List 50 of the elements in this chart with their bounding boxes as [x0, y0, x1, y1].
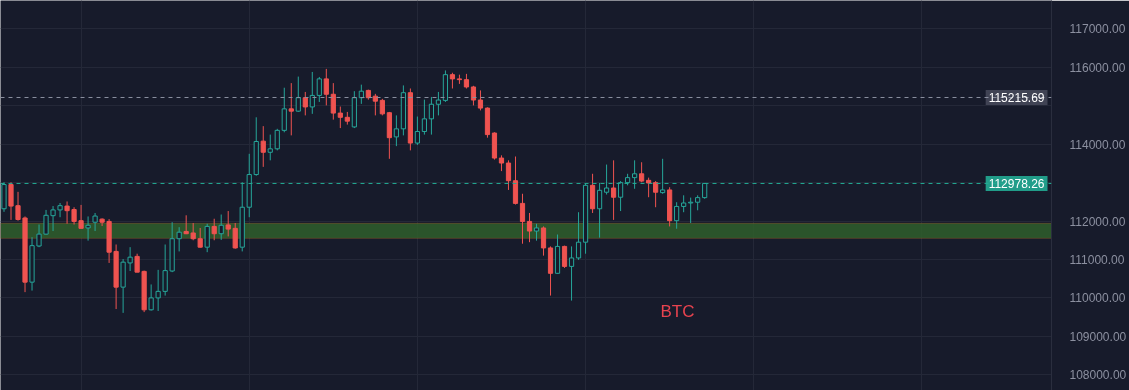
candlestick	[589, 173, 596, 214]
candlestick	[85, 215, 91, 242]
candlestick	[435, 91, 442, 116]
candlestick	[260, 125, 266, 168]
candlestick	[302, 91, 308, 116]
y-tick-label: 116000.00	[1069, 60, 1126, 75]
candlestick	[197, 227, 203, 249]
y-tick-label: 110000.00	[1069, 291, 1126, 306]
candlestick	[505, 159, 512, 191]
candlestick	[330, 82, 336, 121]
candlestick	[337, 106, 343, 129]
candlestick	[653, 180, 659, 208]
y-tick-label: 109000.00	[1069, 329, 1127, 344]
ref-line-label: 115215.69	[988, 90, 1045, 105]
y-tick-label: 108000.00	[1069, 368, 1127, 383]
candlestick	[267, 134, 273, 161]
candlestick	[309, 71, 315, 115]
candlestick	[211, 218, 217, 241]
candlestick	[519, 193, 526, 245]
candlestick	[421, 99, 428, 136]
candlestick	[575, 211, 582, 261]
candlestick	[57, 202, 63, 218]
y-tick-label: 114000.00	[1069, 137, 1126, 152]
candlestick	[274, 128, 280, 151]
candlestick	[288, 82, 294, 136]
candlestick	[92, 212, 98, 232]
annotation: BTC	[660, 301, 695, 321]
candlestick	[372, 93, 378, 116]
candlestick	[316, 76, 322, 103]
candlestick	[512, 156, 519, 206]
candlestick	[526, 212, 533, 243]
candlestick	[477, 89, 484, 111]
ref-line-label: 112978.26	[988, 176, 1045, 191]
candlestick	[414, 116, 420, 146]
candlestick	[428, 96, 435, 136]
candlestick	[540, 225, 547, 257]
candlestick	[610, 159, 617, 221]
candlestick	[646, 177, 652, 198]
y-tick-label: 117000.00	[1069, 22, 1126, 37]
candlestick	[218, 214, 224, 241]
y-tick-label: 112000.00	[1069, 214, 1126, 229]
candlestick	[323, 68, 329, 106]
candlestick	[393, 114, 399, 147]
y-tick-label: 111000.00	[1069, 252, 1125, 267]
candlestick	[674, 201, 680, 230]
candlestick	[204, 223, 210, 253]
candlestick	[568, 245, 575, 302]
candlestick	[281, 87, 287, 133]
candlestick	[295, 76, 301, 113]
candlestick	[688, 197, 694, 224]
